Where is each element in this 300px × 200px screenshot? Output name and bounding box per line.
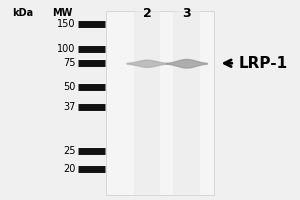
Text: LRP-1: LRP-1: [239, 56, 288, 71]
Text: 50: 50: [63, 82, 75, 92]
Text: 25: 25: [63, 146, 75, 156]
Text: kDa: kDa: [12, 8, 33, 18]
Text: 2: 2: [142, 7, 151, 20]
Bar: [173, 11, 200, 195]
Text: MW: MW: [52, 8, 72, 18]
Text: 20: 20: [63, 164, 75, 174]
Text: 75: 75: [63, 58, 75, 68]
Text: 37: 37: [63, 102, 75, 112]
Text: 150: 150: [57, 19, 75, 29]
Text: 100: 100: [57, 44, 75, 54]
Text: 3: 3: [182, 7, 191, 20]
Bar: [106, 11, 214, 195]
Bar: [134, 11, 160, 195]
